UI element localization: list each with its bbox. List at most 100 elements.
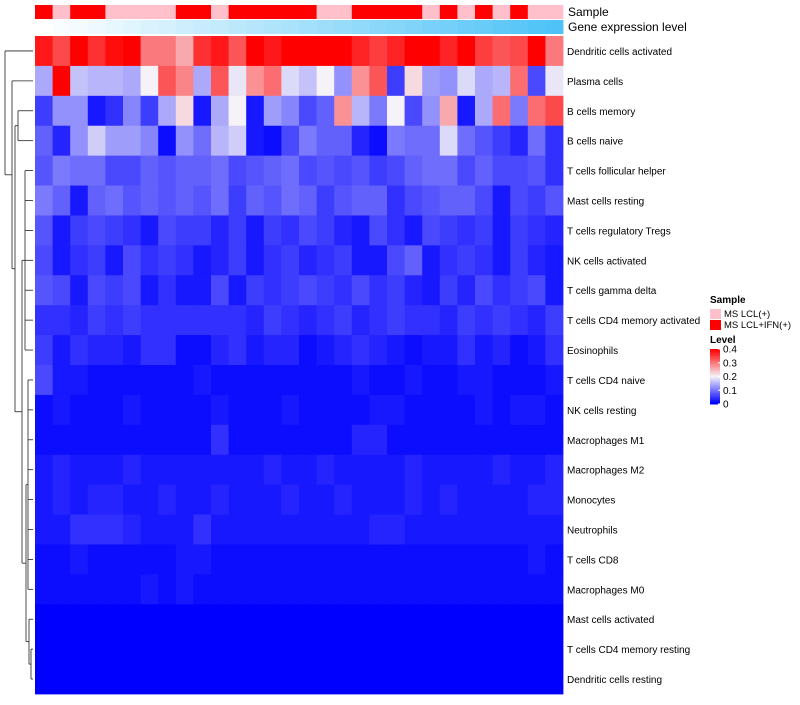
heatmap-cell	[422, 484, 441, 515]
heatmap-cell	[369, 365, 388, 396]
heatmap-cell	[70, 574, 89, 605]
heatmap-cell	[52, 604, 71, 635]
heatmap-cell	[87, 454, 106, 486]
heatmap-cell	[545, 454, 564, 486]
sample-annotation-cell	[140, 5, 159, 19]
heatmap-cell	[228, 185, 247, 216]
heatmap-cell	[211, 275, 229, 306]
heatmap-cell	[475, 275, 493, 306]
heatmap-cell	[387, 365, 405, 396]
expression-annotation-cell	[404, 20, 423, 34]
heatmap-cell	[35, 394, 53, 426]
legend-gradient-step	[710, 360, 720, 362]
expression-annotation-cell	[316, 20, 335, 34]
heatmap-cell	[334, 454, 353, 486]
heatmap-cell	[351, 544, 370, 575]
heatmap-cell	[281, 215, 300, 246]
heatmap-cell	[492, 484, 511, 515]
heatmap-cell	[422, 664, 441, 695]
heatmap-cell	[158, 454, 177, 486]
heatmap-cell	[510, 365, 529, 396]
heatmap-cell	[299, 36, 317, 67]
sample-annotation-cell	[404, 5, 423, 19]
legend-label: MS LCL+IFN(+)	[724, 320, 791, 331]
heatmap-cell	[404, 245, 423, 276]
heatmap-cell	[105, 454, 124, 486]
heatmap-cell	[527, 245, 546, 276]
heatmap-cell	[510, 335, 529, 366]
heatmap-cell	[369, 215, 388, 246]
heatmap-cell	[316, 394, 335, 426]
sample-annotation-cell	[281, 5, 300, 19]
heatmap-cell	[228, 36, 247, 67]
heatmap-cell	[334, 544, 353, 575]
heatmap-cell	[281, 185, 300, 216]
heatmap-cell	[158, 484, 177, 515]
heatmap-cell	[351, 454, 370, 486]
heatmap-cell	[35, 574, 53, 605]
heatmap-cell	[105, 275, 124, 306]
legend-gradient-step	[710, 354, 720, 357]
sample-annotation-cell	[299, 5, 317, 19]
heatmap-cell	[193, 65, 212, 97]
heatmap-cell	[281, 155, 300, 186]
sample-annotation-cell	[193, 5, 212, 19]
heatmap-cell	[140, 664, 159, 695]
heatmap-cell	[52, 454, 71, 486]
heatmap-cell	[545, 544, 564, 575]
heatmap-cell	[281, 634, 300, 665]
heatmap-cell	[299, 305, 317, 336]
heatmap-cell	[527, 664, 546, 695]
heatmap-cell	[316, 544, 335, 575]
heatmap-cell	[439, 454, 458, 486]
heatmap-cell	[105, 95, 124, 127]
heatmap-cell	[263, 275, 282, 306]
heatmap-cell	[527, 305, 546, 336]
expression-annotation-cell	[263, 20, 282, 34]
heatmap-cell	[545, 664, 564, 695]
heatmap-cell	[334, 95, 353, 127]
heatmap-cell	[475, 305, 493, 336]
heatmap-cell	[369, 484, 388, 515]
heatmap-cell	[422, 365, 441, 396]
sample-annotation-cell	[87, 5, 106, 19]
heatmap-cell	[545, 185, 564, 216]
heatmap-cell	[281, 574, 300, 605]
heatmap-cell	[439, 185, 458, 216]
legend-gradient-step	[710, 349, 720, 351]
heatmap-cell	[193, 365, 212, 396]
heatmap-cell	[457, 365, 476, 396]
heatmap-cell	[246, 664, 265, 695]
heatmap-cell	[492, 664, 511, 695]
heatmap-cell	[193, 275, 212, 306]
legend-gradient-step	[710, 382, 720, 384]
heatmap-cell	[281, 335, 300, 366]
heatmap-cell	[492, 514, 511, 545]
heatmap-cell	[123, 125, 141, 157]
heatmap-cell	[105, 36, 124, 67]
heatmap-cell	[475, 215, 493, 246]
expression-annotation-cell	[52, 20, 71, 34]
heatmap-cell	[263, 155, 282, 186]
heatmap-cell	[492, 125, 511, 157]
heatmap-cell	[263, 574, 282, 605]
legend-label: MS LCL(+)	[724, 309, 770, 320]
heatmap-cell	[492, 215, 511, 246]
heatmap-cell	[87, 574, 106, 605]
heatmap-cell	[35, 424, 53, 456]
legend-gradient-step	[710, 372, 720, 375]
heatmap-cell	[123, 185, 141, 216]
heatmap-cell	[211, 514, 229, 545]
heatmap-cell	[527, 335, 546, 366]
heatmap-cell	[369, 155, 388, 186]
heatmap-cell	[140, 365, 159, 396]
heatmap-cell	[87, 185, 106, 216]
heatmap-cell	[545, 514, 564, 545]
heatmap-cell	[387, 544, 405, 575]
heatmap-cell	[246, 65, 265, 97]
heatmap-cell	[87, 155, 106, 186]
heatmap-cell	[299, 514, 317, 545]
heatmap-cell	[246, 36, 265, 67]
heatmap-cell	[387, 514, 405, 545]
heatmap-cell	[281, 544, 300, 575]
